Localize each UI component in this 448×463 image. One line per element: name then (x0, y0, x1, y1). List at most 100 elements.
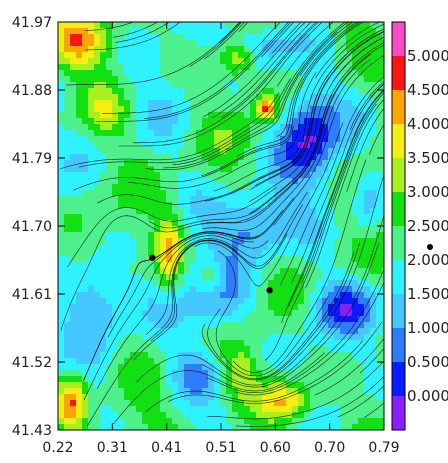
heat-cell (88, 310, 95, 317)
heat-cell (382, 226, 384, 233)
heat-cell (124, 172, 131, 179)
heat-cell (286, 58, 293, 65)
heat-cell (130, 328, 137, 335)
heat-cell (370, 172, 377, 179)
heat-cell (226, 148, 233, 155)
heat-cell (226, 388, 233, 395)
heat-cell (148, 418, 155, 425)
heat-cell (166, 124, 173, 131)
heat-cell (250, 172, 257, 179)
heat-cell (160, 34, 167, 41)
heat-cell (364, 274, 371, 281)
heat-cell (316, 418, 323, 425)
heat-cell (58, 406, 65, 413)
heat-cell (376, 334, 383, 341)
heat-cell (262, 304, 269, 311)
heat-cell (316, 394, 323, 401)
heat-cell (142, 64, 149, 71)
heat-cell (124, 376, 131, 383)
heat-cell (298, 124, 305, 131)
heat-cell (100, 316, 107, 323)
heat-cell (208, 400, 215, 407)
heat-cell (376, 406, 383, 413)
heat-cell (346, 88, 353, 95)
heat-cell (328, 28, 335, 35)
heat-cell (238, 274, 245, 281)
heat-cell (346, 370, 353, 377)
heat-cell (208, 334, 215, 341)
heat-cell (154, 40, 161, 47)
heat-cell (364, 28, 371, 35)
heat-cell (88, 424, 95, 430)
heat-cell (94, 364, 101, 371)
heat-cell (346, 202, 353, 209)
heat-cell (172, 346, 179, 353)
streamline (203, 22, 306, 118)
heat-cell (358, 376, 365, 383)
heat-cell (328, 268, 335, 275)
heat-cell (112, 376, 119, 383)
heat-cell (124, 40, 131, 47)
heat-cell (100, 424, 107, 430)
heat-cell (70, 334, 77, 341)
heat-cell (70, 124, 77, 131)
heat-cell (64, 136, 71, 143)
heat-cell (334, 364, 341, 371)
heat-cell (202, 376, 209, 383)
heat-cell (154, 316, 161, 323)
heat-cell (334, 202, 341, 209)
heat-cell (364, 304, 371, 311)
heat-cell (274, 142, 281, 149)
heat-cell (64, 22, 71, 29)
heat-cell (112, 94, 119, 101)
heat-cell (196, 328, 203, 335)
heat-cell (148, 100, 155, 107)
heat-cell (220, 268, 227, 275)
heat-cell (214, 232, 221, 239)
heat-cell (280, 76, 287, 83)
heat-cell (280, 292, 287, 299)
heat-cell (250, 124, 257, 131)
heat-cell (166, 280, 173, 287)
heat-cell (166, 202, 173, 209)
heat-cell (160, 268, 167, 275)
heat-cell (256, 340, 263, 347)
heat-cell (298, 400, 305, 407)
heat-cell (124, 280, 131, 287)
heat-cell (178, 70, 185, 77)
heat-cell (232, 190, 239, 197)
heat-cell (100, 202, 107, 209)
heat-cell (94, 196, 101, 203)
heat-cell (172, 52, 179, 59)
y-tick-label: 41.79 (12, 151, 52, 167)
heat-cell (334, 112, 341, 119)
heat-cell (178, 106, 185, 113)
heat-cell (370, 346, 377, 353)
heat-cell (244, 40, 251, 47)
heat-cell (118, 238, 125, 245)
heat-cell (292, 184, 299, 191)
heat-cell (148, 148, 155, 155)
heat-cell (214, 298, 221, 305)
heat-cell (340, 304, 347, 311)
heat-cell (274, 70, 281, 77)
heat-cell (286, 220, 293, 227)
heat-cell (160, 274, 167, 281)
heat-cell (172, 148, 179, 155)
heat-cell (328, 340, 335, 347)
heat-cell (184, 118, 191, 125)
heat-cell (130, 202, 137, 209)
heat-cell (136, 88, 143, 95)
heat-cell (322, 232, 329, 239)
heat-cell (142, 46, 149, 53)
heat-cell (262, 316, 269, 323)
heat-cell (262, 262, 269, 269)
heat-cell (352, 274, 359, 281)
heat-cell (154, 304, 161, 311)
heat-cell (112, 34, 119, 41)
heat-cell (370, 106, 377, 113)
heat-cell (148, 220, 155, 227)
heat-cell (136, 418, 143, 425)
heat-cell (376, 280, 383, 287)
heat-cell (334, 232, 341, 239)
